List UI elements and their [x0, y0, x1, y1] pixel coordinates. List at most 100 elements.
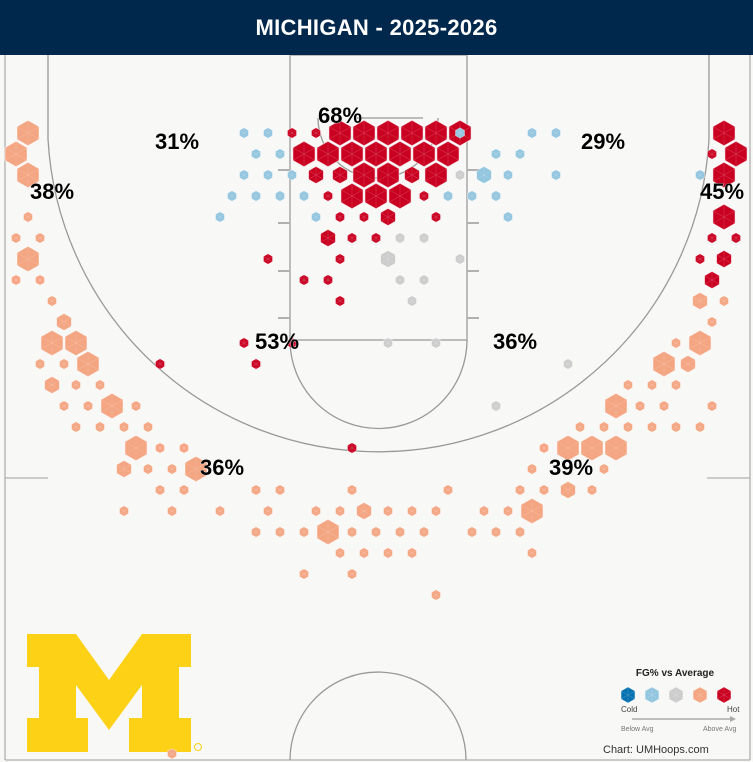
- hex-bin-warm-spokes: [167, 505, 177, 517]
- hex-bin-hot-spokes: [400, 120, 424, 146]
- registered-mark-icon: [194, 743, 202, 751]
- hex-bin-warm-spokes: [251, 526, 261, 538]
- hex-bin-warm-spokes: [44, 376, 60, 394]
- hex-bin-warm-spokes: [520, 498, 544, 524]
- hex-bin-warm-spokes: [556, 435, 580, 461]
- hex-bin-cool-spokes: [515, 148, 525, 160]
- hex-bin-warm-spokes: [671, 337, 681, 349]
- hex-bin-warm-spokes: [560, 481, 576, 499]
- hex-bin-hot-spokes: [352, 162, 376, 188]
- hex-bin-warm-spokes: [647, 421, 657, 433]
- hex-bin-warm-spokes: [347, 484, 357, 496]
- legend-hot-label: Hot: [727, 705, 740, 714]
- hex-bin-average-spokes: [491, 400, 501, 412]
- hex-bin-warm-spokes: [179, 484, 189, 496]
- hex-bin-hot-spokes: [335, 253, 345, 265]
- hex-bin-warm-spokes: [83, 400, 93, 412]
- hex-bin-hot-spokes: [263, 253, 273, 265]
- legend-swatches: [620, 686, 732, 704]
- hex-bin-warm-spokes: [179, 442, 189, 454]
- hex-bin-hot-spokes: [332, 166, 348, 184]
- hex-bin-cool-spokes: [287, 169, 297, 181]
- hex-bin-warm-spokes: [347, 568, 357, 580]
- zone-label-left-wing-mid-top: 31%: [155, 129, 199, 154]
- legend-swatch-hot-spokes: [716, 687, 732, 703]
- chart-header: MICHIGAN - 2025-2026: [0, 0, 753, 55]
- hex-bin-warm-spokes: [604, 393, 628, 419]
- hex-bin-hot-spokes: [707, 148, 717, 160]
- hex-bin-hot-spokes: [299, 274, 309, 286]
- hex-bin-warm-spokes: [527, 547, 537, 559]
- hex-bin-warm-spokes: [119, 421, 129, 433]
- hex-bin-hot-spokes: [320, 229, 336, 247]
- hex-bin-hot-spokes: [448, 120, 472, 146]
- hex-bin-warm-spokes: [356, 502, 372, 520]
- legend-title: FG% vs Average: [635, 668, 715, 679]
- hex-bin-hot-spokes: [287, 127, 297, 139]
- hex-bin-warm-spokes: [491, 526, 501, 538]
- hex-bin-warm-spokes: [359, 547, 369, 559]
- hex-bin-warm-spokes: [76, 351, 100, 377]
- hex-bin-warm-spokes: [431, 505, 441, 517]
- hex-bin-warm-spokes: [16, 246, 40, 272]
- hex-bin-cool-spokes: [275, 148, 285, 160]
- hex-bin-warm-spokes: [11, 274, 21, 286]
- hex-bin-hot-spokes: [712, 162, 736, 188]
- hex-bin-hot-spokes: [239, 337, 249, 349]
- hex-bin-warm-spokes: [695, 421, 705, 433]
- hex-bin-warm-spokes: [47, 295, 57, 307]
- hex-bin-average-spokes: [380, 250, 396, 268]
- hex-bin-cool-spokes: [551, 169, 561, 181]
- hex-bin-warm-spokes: [575, 421, 585, 433]
- hex-bin-warm-spokes: [16, 162, 40, 188]
- zone-label-right-midrange: 36%: [493, 329, 537, 354]
- hex-bin-warm-spokes: [347, 526, 357, 538]
- hex-bin-warm-spokes: [371, 526, 381, 538]
- hex-bin-hot-spokes: [716, 250, 732, 268]
- hex-bin-warm-spokes: [599, 463, 609, 475]
- free-throw-circle: [289, 339, 468, 430]
- hex-bin-hot-spokes: [287, 337, 297, 349]
- hex-bin-warm-spokes: [652, 351, 676, 377]
- zone-label-left-wing-three: 36%: [200, 455, 244, 480]
- zone-label-right-corner-three: 45%: [700, 179, 744, 204]
- hex-bin-warm-spokes: [335, 547, 345, 559]
- hex-bin-hot-spokes: [376, 120, 400, 146]
- hex-bin-hot-spokes: [712, 204, 736, 230]
- hex-bin-cool-spokes: [263, 127, 273, 139]
- hex-bin-cool-spokes: [503, 169, 513, 181]
- hex-bin-hot-spokes: [316, 141, 340, 167]
- hex-bin-cool-spokes: [491, 148, 501, 160]
- hex-bin-warm-spokes: [167, 463, 177, 475]
- hex-bin-warm-spokes: [143, 421, 153, 433]
- hex-bin-hot-spokes: [364, 183, 388, 209]
- hex-bin-warm-spokes: [16, 120, 40, 146]
- hex-bin-hot-spokes: [424, 162, 448, 188]
- hex-bin-warm-spokes: [604, 435, 628, 461]
- hex-bin-average-spokes: [431, 337, 441, 349]
- hex-bin-warm-spokes: [707, 400, 717, 412]
- hex-bin-average-spokes: [407, 295, 417, 307]
- hex-bin-warm-spokes: [395, 526, 405, 538]
- hex-bin-warm-spokes: [35, 274, 45, 286]
- hex-bin-cool-spokes: [251, 148, 261, 160]
- hex-bin-cool-spokes: [443, 190, 453, 202]
- hex-bin-warm-spokes: [467, 526, 477, 538]
- hex-bin-warm-spokes: [539, 484, 549, 496]
- hex-bin-hot-spokes: [323, 190, 333, 202]
- hex-bin-warm-spokes: [155, 484, 165, 496]
- hex-bin-cool-spokes: [527, 127, 537, 139]
- hex-bin-hot-spokes: [388, 141, 412, 167]
- hex-bin-cool-spokes: [215, 211, 225, 223]
- lane-hash-marks: [278, 169, 479, 319]
- chart-credit: Chart: UMHoops.com: [603, 744, 709, 756]
- hex-bin-warm-spokes: [299, 568, 309, 580]
- zone-label-left-midrange: 53%: [255, 329, 299, 354]
- hex-bin-cool-spokes: [275, 190, 285, 202]
- three-point-line: [47, 55, 710, 453]
- hex-bin-hot-spokes: [308, 166, 324, 184]
- hex-bin-warm-spokes: [527, 463, 537, 475]
- michigan-block-m-logo: [27, 634, 202, 752]
- hex-bin-cool-spokes: [551, 127, 561, 139]
- hex-bin-hot-spokes: [424, 120, 448, 146]
